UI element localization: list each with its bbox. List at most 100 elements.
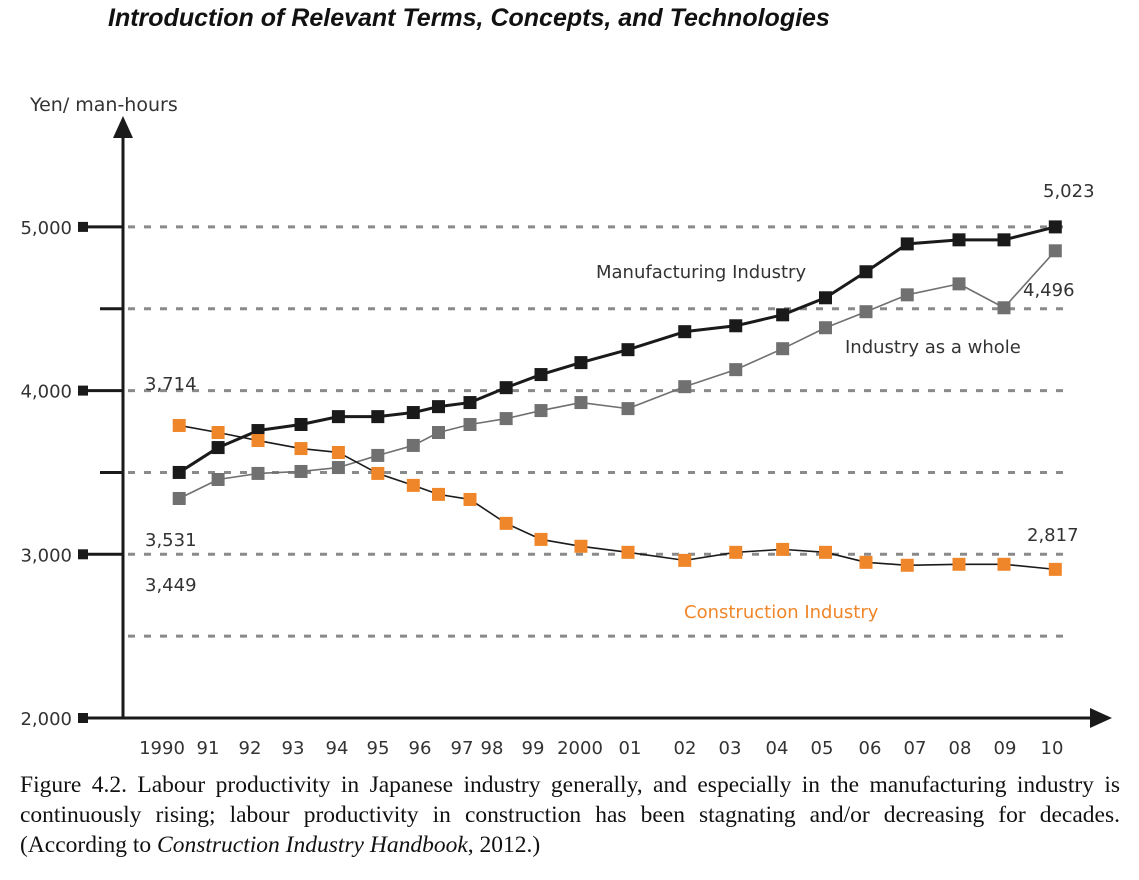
annotation-2817: 2,817 <box>1027 525 1079 546</box>
data-point <box>294 417 308 431</box>
y-tick-label: 3,000 <box>20 545 72 566</box>
data-point <box>463 492 477 506</box>
data-point <box>294 464 308 478</box>
data-point <box>534 532 548 546</box>
data-point <box>997 557 1011 571</box>
data-point <box>1048 244 1062 258</box>
annotation-3531: 3,531 <box>145 530 197 551</box>
data-point <box>371 410 385 424</box>
x-tick-label: 02 <box>674 738 697 759</box>
x-tick-label: 2000 <box>557 738 603 759</box>
data-point <box>729 319 743 333</box>
x-tick-label: 98 <box>481 738 504 759</box>
x-tick-label: 10 <box>1041 738 1064 759</box>
annotation-3714: 3,714 <box>145 374 197 395</box>
data-point <box>172 465 186 479</box>
data-point <box>678 553 692 567</box>
x-tick-label: 91 <box>197 738 220 759</box>
data-point <box>463 396 477 410</box>
data-point <box>900 288 914 302</box>
data-point <box>952 233 966 247</box>
data-point <box>331 410 345 424</box>
data-point <box>997 301 1011 315</box>
data-point <box>678 325 692 339</box>
data-point <box>211 441 225 455</box>
y-tick-label: 4,000 <box>20 382 72 403</box>
data-point <box>371 448 385 462</box>
data-point <box>859 265 873 279</box>
data-point <box>211 426 225 440</box>
caption-source: Construction Industry Handbook <box>157 832 468 858</box>
y-tick-marker <box>78 385 88 396</box>
data-point <box>211 472 225 486</box>
x-tick-label: 05 <box>811 738 834 759</box>
annotation-4496: 4,496 <box>1023 280 1075 301</box>
data-point <box>621 402 635 416</box>
x-tick-label: 07 <box>904 738 927 759</box>
x-tick-label: 95 <box>367 738 390 759</box>
data-point <box>819 545 832 559</box>
x-tick-label: 1990 <box>139 738 185 759</box>
x-tick-label: 06 <box>859 738 882 759</box>
data-point <box>574 539 588 553</box>
x-tick-label: 99 <box>522 738 545 759</box>
data-point <box>251 424 265 438</box>
data-point <box>251 466 265 480</box>
data-point <box>678 380 692 394</box>
data-point <box>859 555 873 569</box>
figure-caption: Figure 4.2. Labour productivity in Japan… <box>20 770 1120 860</box>
y-tick-marker <box>78 221 88 232</box>
data-point <box>819 291 832 305</box>
data-point <box>900 237 914 251</box>
data-point <box>406 478 420 492</box>
x-tick-label: 01 <box>619 738 642 759</box>
series-label-construction: Construction Industry <box>684 602 879 623</box>
data-point <box>251 434 265 448</box>
annotation-5023: 5,023 <box>1043 181 1095 202</box>
data-point <box>432 487 445 501</box>
data-point <box>859 305 873 319</box>
x-tick-label: 97 <box>451 738 474 759</box>
x-axis-arrow <box>1090 708 1112 728</box>
y-axis-label: Yen/ man-hours <box>29 94 178 116</box>
data-point <box>406 406 420 420</box>
data-point <box>729 545 743 559</box>
page-header: Introduction of Relevant Terms, Concepts… <box>108 4 830 32</box>
x-tick-label: 03 <box>719 738 742 759</box>
data-point <box>776 542 790 556</box>
data-point <box>499 412 513 426</box>
caption-text: Figure 4.2. Labour productivity in Japan… <box>20 772 1120 858</box>
series-manufacturing-industry <box>172 220 1062 479</box>
data-point <box>621 343 635 357</box>
data-point <box>776 342 790 356</box>
data-point <box>1048 220 1062 234</box>
series-construction-industry <box>172 418 1062 576</box>
data-point <box>574 396 588 410</box>
y-axis-arrow <box>113 116 133 138</box>
y-tick-marker <box>78 713 88 723</box>
x-tick-label: 93 <box>282 738 305 759</box>
x-tick-label: 92 <box>239 738 262 759</box>
data-point <box>172 491 186 505</box>
data-point <box>997 233 1011 247</box>
series-label-manufacturing: Manufacturing Industry <box>596 262 806 283</box>
x-tick-label: 08 <box>949 738 972 759</box>
x-tick-label: 96 <box>409 738 432 759</box>
data-point <box>776 308 790 322</box>
productivity-chart: Yen/ man-hours 2,000 3,000 4,000 5,000 1990… <box>20 94 1112 759</box>
data-point <box>294 442 308 456</box>
data-point <box>952 557 966 571</box>
series-line <box>178 225 1056 474</box>
data-point <box>463 417 477 431</box>
y-tick-marker <box>78 549 88 560</box>
x-tick-label: 09 <box>994 738 1017 759</box>
data-point <box>729 363 743 377</box>
data-point <box>819 321 832 335</box>
series-label-industry-whole: Industry as a whole <box>845 337 1021 358</box>
data-point <box>371 466 385 480</box>
series-industry-as-a-whole <box>172 244 1062 505</box>
data-point <box>621 545 635 559</box>
data-point <box>499 381 513 395</box>
caption-suffix: , 2012.) <box>467 832 541 858</box>
annotation-3449: 3,449 <box>145 575 197 596</box>
